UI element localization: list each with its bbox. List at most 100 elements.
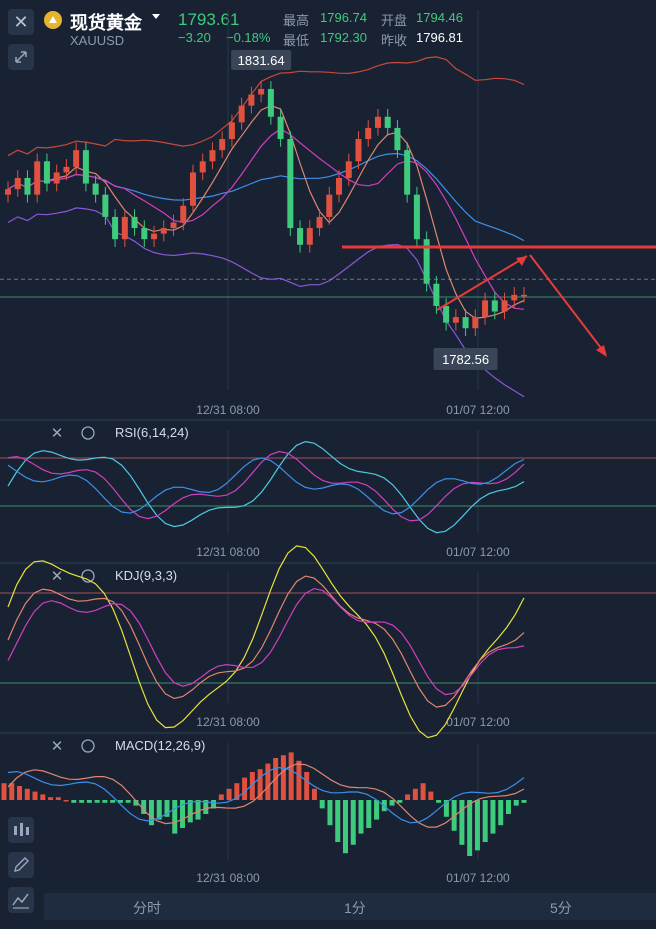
open-value: 1794.46 [416, 10, 463, 25]
candle-body [277, 116, 284, 140]
candle [462, 309, 469, 337]
macd-bar [358, 800, 364, 834]
candle-body [521, 294, 527, 297]
close-icon[interactable]: ✕ [8, 9, 34, 35]
macd-bar [1, 783, 7, 800]
macd-bar [319, 800, 325, 809]
up-trend-arrowhead [516, 256, 527, 266]
candle-body [287, 139, 294, 229]
macd-bar [117, 800, 123, 803]
timeframe-tabs: 分时 1分 5分 [44, 893, 656, 920]
x-tick-label: 01/07 12:00 [446, 545, 510, 559]
macd-bar [148, 800, 154, 826]
draw-pen-icon[interactable] [8, 852, 34, 878]
down-trend-arrowhead [596, 345, 607, 357]
candle [219, 131, 226, 158]
candle-body [170, 222, 177, 229]
macd-bar [397, 800, 403, 803]
candle-body [160, 228, 167, 234]
kdj-line-d [7, 575, 525, 708]
macd-bar [242, 777, 248, 800]
macd-bar [24, 788, 30, 800]
candle-body [413, 194, 420, 240]
candle [423, 231, 430, 292]
candle-body [316, 216, 323, 229]
macd-bar [389, 800, 395, 806]
macd-bar [490, 800, 496, 834]
candle [131, 209, 138, 236]
macd-bar [521, 800, 527, 803]
candle-type-icon[interactable] [8, 817, 34, 843]
macd-bar [513, 800, 519, 806]
candle [238, 97, 245, 131]
candle-body [443, 305, 450, 323]
candle-body [384, 116, 391, 128]
high-label: 最高 [283, 13, 310, 28]
candle-body [141, 228, 148, 240]
candle [374, 108, 381, 136]
candle-body [180, 205, 187, 223]
candle [365, 120, 372, 147]
rsi-line-3 [7, 457, 525, 515]
macd-bar [265, 763, 271, 800]
candle [34, 153, 41, 203]
candle [287, 131, 294, 236]
macd-bar [32, 791, 38, 800]
candle [404, 142, 411, 203]
candle [170, 214, 177, 236]
x-tick-label: 01/07 12:00 [446, 715, 510, 729]
rsi-line-2 [7, 450, 525, 522]
candle-body [63, 166, 70, 173]
macd-bar [71, 800, 77, 803]
macd-bar [304, 772, 310, 800]
candle [277, 108, 284, 147]
rsi-settings-icon [81, 426, 95, 440]
candle [355, 131, 362, 170]
candle [199, 153, 206, 181]
bollinger-upper-line [7, 56, 525, 157]
indicator-icon[interactable] [8, 887, 34, 913]
candle-body [24, 177, 31, 195]
macd-bar [195, 800, 201, 820]
macd-bar [218, 794, 224, 800]
price-change: −3.20 [178, 30, 211, 45]
tab-5min[interactable]: 5分 [550, 900, 572, 916]
macd-bar [412, 788, 418, 800]
kdj-close-icon: ✕ [51, 568, 64, 585]
candle [112, 209, 119, 247]
collapse-icon[interactable] [8, 44, 34, 70]
candle-body [238, 105, 245, 123]
macd-bar [110, 800, 116, 803]
candle [73, 142, 80, 175]
candle [189, 164, 196, 214]
macd-bar [164, 800, 170, 817]
macd-bar [436, 800, 442, 803]
x-tick-label: 01/07 12:00 [446, 871, 510, 885]
candle [491, 292, 498, 320]
tab-timeshare[interactable]: 分时 [133, 900, 161, 916]
candle-body [306, 228, 313, 245]
macd-bar [498, 800, 504, 826]
tab-1min[interactable]: 1分 [344, 900, 366, 916]
candle-body [199, 161, 206, 173]
open-label: 开盘 [381, 13, 408, 28]
candle [336, 170, 343, 203]
macd-bar [280, 755, 286, 800]
symbol-name[interactable]: 现货黄金 [70, 13, 142, 33]
macd-bar [226, 788, 232, 800]
candle-body [374, 116, 381, 128]
macd-bar [141, 800, 147, 814]
candle-body [219, 139, 226, 151]
candle [511, 287, 518, 309]
chart-area[interactable]: 1831.64 1782.56 12/31 08:00 01/07 12:00 12/3… [0, 0, 656, 890]
candle [452, 309, 459, 331]
candle [141, 220, 148, 247]
kdj-line-k [7, 545, 525, 739]
x-tick-label: 12/31 08:00 [196, 545, 260, 559]
candle-body [511, 294, 518, 301]
candle [482, 292, 489, 325]
price-change-pct: −0.18% [226, 30, 271, 45]
chevron-down-icon[interactable] [152, 14, 160, 19]
candle-body [336, 177, 343, 195]
candle-body [14, 177, 21, 190]
